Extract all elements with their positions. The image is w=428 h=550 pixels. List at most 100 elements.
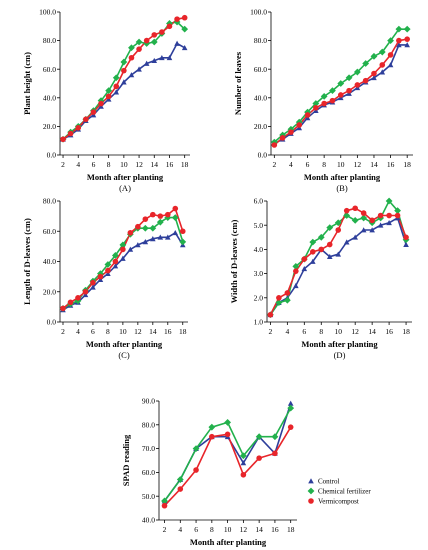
- vermicompost-point: [113, 83, 120, 90]
- x-axis-label: Month after planting: [301, 339, 378, 349]
- x-tick-label: 8: [210, 525, 214, 534]
- chemical-point: [112, 74, 120, 82]
- vermicompost-point: [179, 228, 186, 235]
- vermicompost-point: [396, 37, 402, 44]
- x-tick-label: 2: [61, 160, 65, 169]
- y-tick-label: 100.0: [250, 8, 267, 17]
- x-tick-label: 4: [289, 160, 293, 169]
- control-point: [143, 60, 150, 66]
- x-tick-label: 16: [387, 160, 395, 169]
- chemical-point: [334, 219, 342, 227]
- control-point: [360, 227, 367, 233]
- chemical-point: [111, 252, 119, 259]
- vermicompost-point: [164, 211, 171, 218]
- control-point: [172, 229, 179, 236]
- x-tick-label: 16: [166, 160, 174, 169]
- vermicompost-point: [279, 135, 286, 141]
- chemical-point: [192, 445, 200, 452]
- x-tick-label: 12: [240, 525, 248, 534]
- y-axis-label: SPAD reading: [121, 434, 131, 486]
- vermicompost-point: [128, 54, 135, 61]
- chemical-point: [150, 38, 158, 46]
- y-tick-label: 0.0: [47, 318, 57, 327]
- x-tick-label: 8: [106, 327, 110, 336]
- chemical-point: [105, 87, 113, 95]
- vermicompost-point: [296, 122, 303, 128]
- chemical-point: [181, 25, 189, 33]
- vermicompost-series-markers: [267, 205, 409, 318]
- control-point: [121, 79, 127, 85]
- chemical-point: [128, 44, 135, 52]
- y-tick-label: 80.0: [43, 197, 56, 206]
- chart-C: 0.0 20.0 40.0 60.0 80.0 2 4 6 8 10 12 14 16 18 Month a…: [22, 197, 188, 360]
- control-point: [379, 69, 386, 75]
- control-point: [113, 89, 120, 95]
- panel-label: (B): [336, 183, 348, 193]
- chemical-point: [329, 87, 336, 95]
- x-tick-label: 16: [271, 525, 279, 534]
- x-tick-label: 8: [319, 327, 323, 336]
- chemical-point: [360, 214, 368, 222]
- vermicompost-point: [352, 205, 358, 212]
- chemical-point: [239, 452, 247, 460]
- x-tick-label: 18: [287, 525, 295, 534]
- legend-marker-vermicompost: [308, 498, 314, 504]
- vermicompost-point: [90, 279, 96, 286]
- vermicompost-point: [329, 97, 336, 104]
- chemical-series-line: [269, 200, 407, 316]
- vermicompost-point: [112, 258, 119, 265]
- vermicompost-point: [293, 268, 299, 274]
- vermicompost-point: [272, 450, 278, 457]
- y-tick-label: 40.0: [43, 257, 56, 266]
- x-tick-label: 14: [370, 160, 378, 169]
- legend-item-vermicompost: Vermicompost: [308, 498, 359, 506]
- vermicompost-point: [209, 433, 215, 440]
- x-tick-label: 10: [119, 327, 127, 336]
- y-tick-label: 2.0: [254, 293, 264, 302]
- y-tick-label: 0.0: [258, 151, 268, 160]
- y-tick-label: 0.0: [47, 151, 57, 160]
- vermicompost-point: [318, 246, 325, 253]
- vermicompost-point: [67, 299, 74, 306]
- control-point: [150, 236, 156, 242]
- chemical-point: [283, 296, 291, 304]
- legend-marker-control: [308, 478, 314, 484]
- chemical-point: [309, 238, 317, 246]
- x-axis-label: Month after planting: [304, 172, 381, 182]
- control-point: [128, 72, 135, 78]
- control-point: [301, 265, 308, 272]
- control-point: [174, 40, 180, 46]
- x-tick-label: 2: [61, 327, 65, 336]
- chemical-point: [292, 262, 300, 270]
- vermicompost-point: [127, 229, 134, 236]
- chart-B: 0.0 20.0 40.0 60.0 80.0 100.0 2 4 6 8 10 12 14 16 18 Mo…: [233, 8, 413, 193]
- vermicompost-point: [105, 267, 111, 274]
- chemical-point: [275, 299, 283, 307]
- vermicompost-point: [304, 112, 311, 118]
- chemical-point: [141, 224, 149, 232]
- x-tick-label: 18: [181, 160, 189, 169]
- y-tick-label: 20.0: [43, 287, 56, 296]
- y-tick-label: 4.0: [254, 245, 264, 254]
- vermicompost-point: [313, 105, 319, 111]
- vermicompost-point: [161, 502, 168, 509]
- x-tick-label: 12: [351, 327, 359, 336]
- control-point: [293, 282, 299, 289]
- x-tick-label: 14: [368, 327, 376, 336]
- vermicompost-point: [256, 455, 262, 461]
- vermicompost-point: [371, 70, 377, 77]
- vermicompost-point: [142, 216, 149, 222]
- chemical-point: [320, 92, 328, 100]
- control-point: [386, 219, 392, 226]
- chemical-point: [224, 419, 232, 426]
- chemical-point: [326, 224, 334, 232]
- vermicompost-point: [105, 93, 112, 100]
- chemical-point: [135, 38, 143, 46]
- x-tick-label: 12: [354, 160, 362, 169]
- vermicompost-point: [157, 213, 164, 219]
- vermicompost-point: [403, 234, 409, 241]
- chemical-point: [395, 25, 403, 33]
- legend-marker-chemical: [307, 487, 315, 495]
- vermicompost-point: [343, 207, 350, 214]
- vermicompost-point: [404, 36, 410, 42]
